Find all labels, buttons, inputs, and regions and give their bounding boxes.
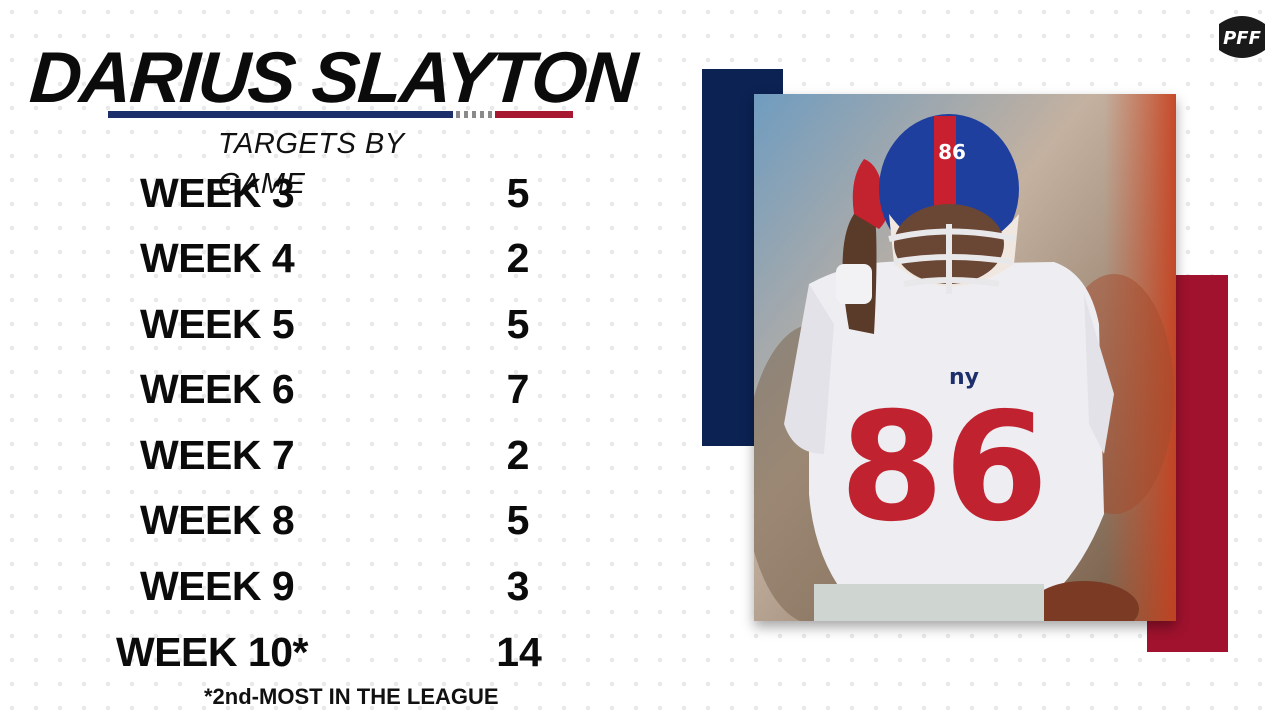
player-photo: 86 ny 86: [754, 94, 1176, 621]
pff-logo: PFF: [1219, 16, 1265, 58]
table-row: WEEK 7 2: [0, 423, 600, 487]
logo-text: PFF: [1223, 28, 1261, 49]
week-label: WEEK 10*: [116, 629, 308, 675]
targets-value: 7: [506, 366, 530, 412]
title-underline-blue: [108, 111, 453, 118]
week-label: WEEK 8: [140, 497, 295, 543]
week-label: WEEK 6: [140, 366, 295, 412]
table-row: WEEK 9 3: [0, 554, 600, 618]
title-underline-red: [495, 111, 573, 118]
table-row: WEEK 8 5: [0, 488, 600, 552]
targets-value: 5: [506, 497, 530, 543]
player-name-title: DARIUS SLAYTON: [27, 38, 639, 118]
player-illustration: 86 ny 86: [754, 94, 1176, 621]
targets-value: 5: [506, 170, 530, 216]
helmet-number: 86: [938, 140, 966, 164]
week-label: WEEK 3: [140, 170, 295, 216]
subtitle: TARGETS BY GAME: [218, 128, 405, 200]
footnote: *2nd-MOST IN THE LEAGUE: [204, 684, 499, 709]
week-label: WEEK 5: [140, 301, 295, 347]
table-row: WEEK 4 2: [0, 226, 600, 290]
week-label: WEEK 4: [140, 235, 295, 281]
jersey-number: 86: [840, 381, 1049, 555]
targets-value: 2: [506, 432, 530, 478]
targets-value: 5: [506, 301, 530, 347]
team-logo-mark: ny: [949, 365, 979, 390]
week-label: WEEK 7: [140, 432, 295, 478]
table-row: WEEK 6 7: [0, 357, 600, 421]
title-underline-dashes: [456, 111, 492, 118]
table-row: WEEK 3 5: [0, 161, 600, 225]
table-row: WEEK 5 5: [0, 292, 600, 356]
targets-value: 2: [506, 235, 530, 281]
week-label: WEEK 9: [140, 563, 295, 609]
targets-value: 3: [506, 563, 530, 609]
table-row: WEEK 10* 14: [0, 620, 600, 684]
targets-value: 14: [496, 629, 542, 675]
